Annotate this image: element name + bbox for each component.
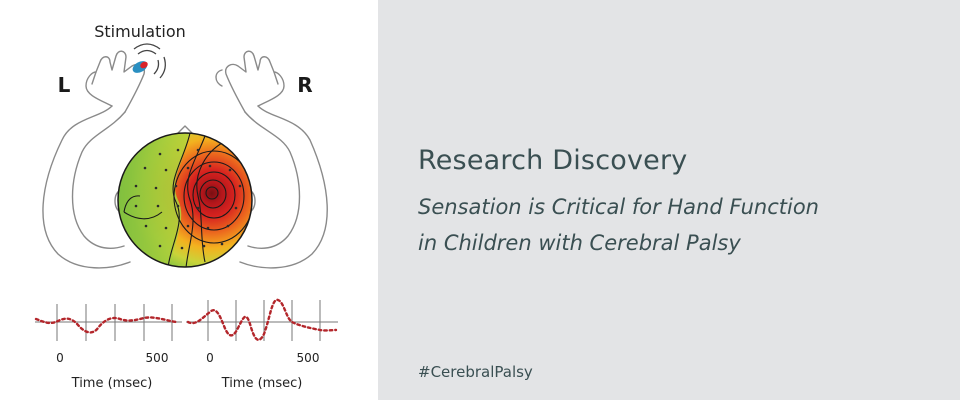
tick-label-0: 0	[56, 351, 64, 365]
tick-label-500: 500	[297, 351, 320, 365]
vibration-icon	[133, 43, 166, 79]
hashtag-link[interactable]: #CerebralPalsy	[418, 363, 533, 381]
electrode-dots	[134, 148, 242, 250]
left-hand-label: L	[58, 73, 71, 97]
stimulation-label: Stimulation	[94, 22, 186, 41]
evoked-response-trace-right	[186, 298, 338, 342]
x-axis-label: Time (msec)	[221, 376, 303, 391]
figure-panel: Stimulation L R	[0, 0, 378, 400]
brain-map-figure: Stimulation L R	[34, 22, 338, 391]
right-hand-label: R	[297, 73, 312, 97]
head-topography-map	[117, 132, 253, 268]
headline: Research Discovery	[418, 145, 688, 176]
text-panel: Research Discovery Sensation is Critical…	[378, 0, 960, 400]
evoked-response-trace-left	[34, 316, 178, 334]
stimulator-icon	[132, 61, 148, 73]
waveform-plot-left: 0 500 Time (msec)	[34, 304, 182, 391]
waveform-plot-right: 0 500 Time (msec)	[186, 298, 338, 391]
subheadline-line-1: Sensation is Critical for Hand Function	[418, 195, 819, 219]
subheadline: Sensation is Critical for Hand Function …	[418, 189, 819, 261]
tick-label-500: 500	[146, 351, 169, 365]
subheadline-line-2: in Children with Cerebral Palsy	[418, 231, 741, 255]
tick-label-0: 0	[206, 351, 214, 365]
x-axis-label: Time (msec)	[71, 376, 153, 391]
